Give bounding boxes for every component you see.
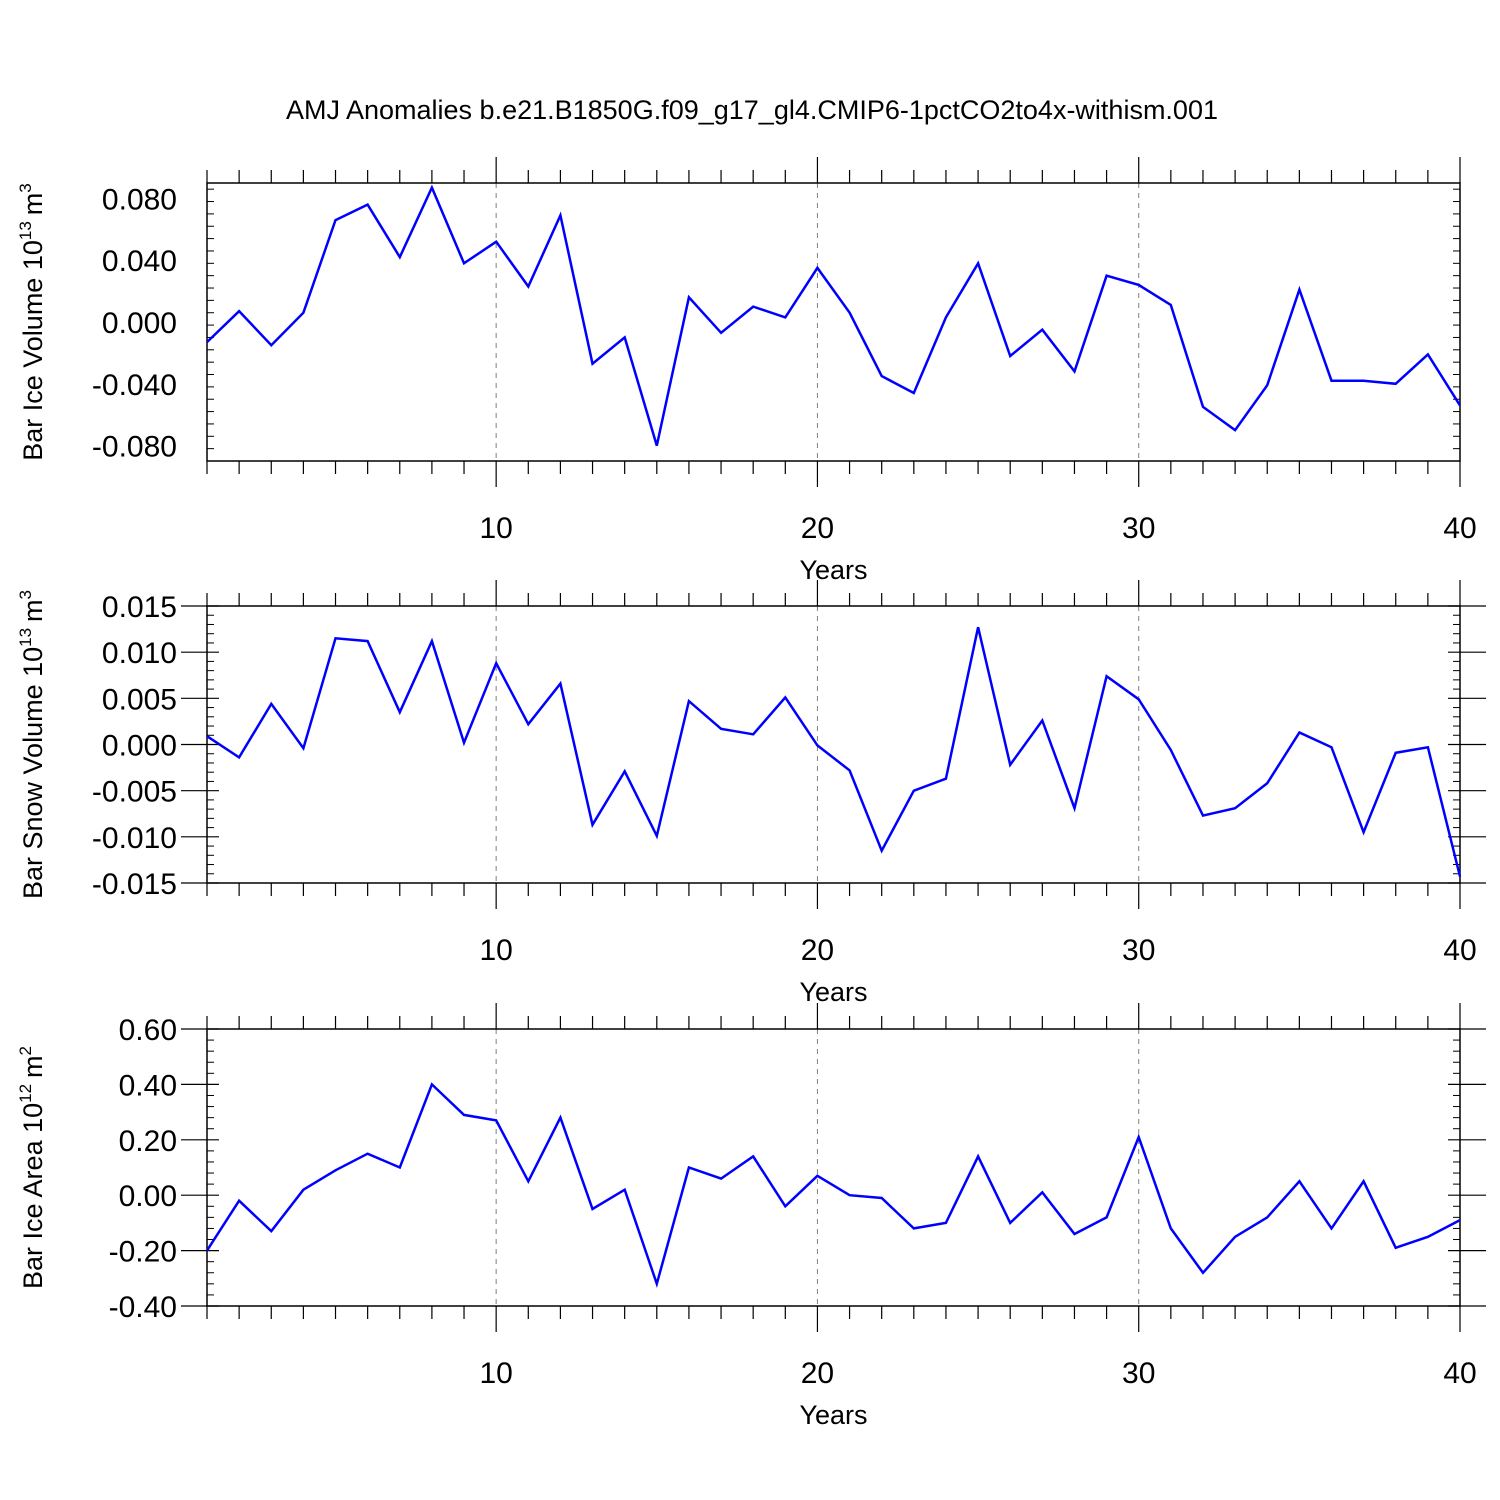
y-axis-label-unit: m xyxy=(18,599,48,622)
y-tick-label: -0.010 xyxy=(92,822,177,855)
y-axis-label: Bar Snow Volume 1013 m3 xyxy=(16,590,48,899)
y-tick-label: -0.20 xyxy=(109,1236,177,1269)
x-axis-label: Years xyxy=(799,555,867,585)
plot-frame xyxy=(206,605,1461,884)
y-tick-label: 0.20 xyxy=(119,1125,177,1158)
x-tick-label: 30 xyxy=(1122,512,1155,545)
x-tick-label: 10 xyxy=(479,1357,512,1390)
x-tick-label: 20 xyxy=(801,1357,834,1390)
plot-frame xyxy=(206,1028,1461,1307)
x-tick-label: 30 xyxy=(1122,934,1155,967)
y-axis-label: Bar Ice Area 1012 m2 xyxy=(16,1046,48,1289)
y-tick-label: 0.000 xyxy=(102,730,177,763)
x-tick-label: 40 xyxy=(1443,512,1476,545)
y-axis-label-unit-exponent: 2 xyxy=(16,1046,35,1055)
x-tick-label: 10 xyxy=(479,934,512,967)
y-tick-label: 0.40 xyxy=(119,1069,177,1102)
y-axis-label-unit: m xyxy=(18,193,48,216)
chart-panel-2: -0.015 -0.010 -0.005 0.000 0.005 0.010 0.015 10… xyxy=(16,580,1486,1007)
y-axis-label-exponent: 12 xyxy=(16,1084,35,1103)
x-axis-label: Years xyxy=(799,1400,867,1430)
chart-title: AMJ Anomalies b.e21.B1850G.f09_g17_gl4.C… xyxy=(286,95,1218,125)
y-tick-label: 0.080 xyxy=(102,183,177,216)
y-axis-label-unit-exponent: 3 xyxy=(16,590,35,599)
y-axis-label-text: Bar Snow Volume 10 xyxy=(18,647,48,899)
x-tick-label: 20 xyxy=(801,512,834,545)
y-tick-label: 0.010 xyxy=(102,637,177,670)
x-tick-label: 40 xyxy=(1443,934,1476,967)
y-tick-label: 0.005 xyxy=(102,683,177,716)
y-axis-label-exponent: 13 xyxy=(16,628,35,647)
y-axis-label-text: Bar Ice Volume 10 xyxy=(18,240,48,461)
x-axis-label: Years xyxy=(799,977,867,1007)
y-axis-label: Bar Ice Volume 1013 m3 xyxy=(16,183,48,461)
x-tick-label: 20 xyxy=(801,934,834,967)
y-tick-label: -0.040 xyxy=(92,369,177,402)
y-tick-label: 0.015 xyxy=(102,591,177,624)
chart-panel-1: -0.080 -0.040 0.000 0.040 0.080 10 20 30 40 Years… xyxy=(16,157,1477,585)
y-tick-label: 0.60 xyxy=(119,1014,177,1047)
y-axis-label-unit-exponent: 3 xyxy=(16,183,35,192)
x-tick-label: 30 xyxy=(1122,1357,1155,1390)
y-axis-label-unit: m xyxy=(18,1055,48,1078)
x-tick-label: 40 xyxy=(1443,1357,1476,1390)
plot-frame xyxy=(206,182,1461,462)
chart-panel-3: -0.40 -0.20 0.00 0.20 0.40 0.60 10 20 30 40 Years B… xyxy=(16,1003,1486,1430)
data-series-line xyxy=(206,626,1462,877)
y-tick-label: -0.40 xyxy=(109,1291,177,1324)
data-series-line xyxy=(205,1082,1461,1289)
y-axis-label-text: Bar Ice Area 10 xyxy=(18,1103,48,1289)
y-tick-label: 0.00 xyxy=(119,1180,177,1213)
y-tick-label: 0.000 xyxy=(102,307,177,340)
data-series-line xyxy=(206,184,1462,446)
y-tick-label: -0.005 xyxy=(92,776,177,809)
y-axis-label-exponent: 13 xyxy=(16,221,35,240)
y-tick-label: -0.015 xyxy=(92,868,177,901)
y-tick-label: 0.040 xyxy=(102,245,177,278)
y-tick-label: -0.080 xyxy=(92,431,177,464)
x-tick-label: 10 xyxy=(479,512,512,545)
